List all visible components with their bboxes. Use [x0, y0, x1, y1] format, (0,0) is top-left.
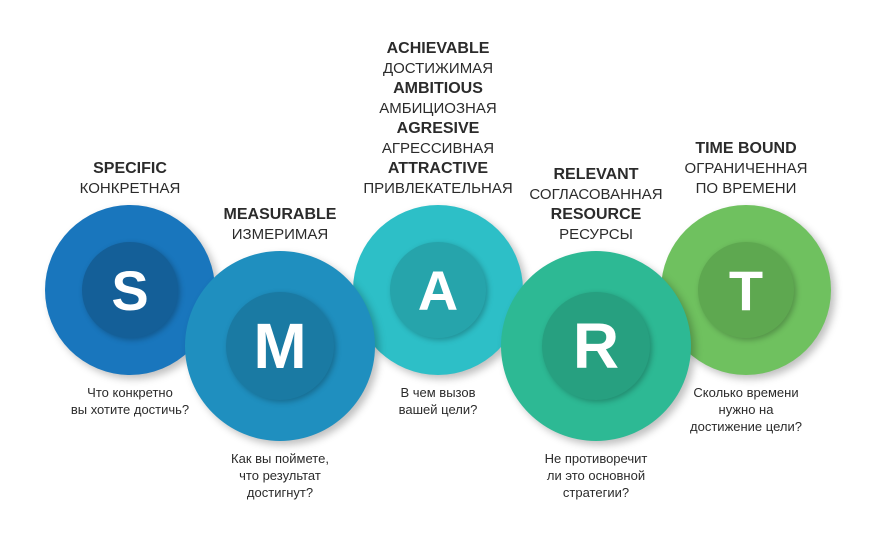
- node-letter: S: [111, 258, 148, 323]
- outer-circle: A: [353, 205, 523, 375]
- inner-circle: A: [390, 242, 486, 338]
- question-line: Не противоречит: [486, 451, 706, 468]
- node-letter: M: [253, 309, 306, 383]
- question-line: ли это основной: [486, 468, 706, 485]
- term-russian: КОНКРЕТНАЯ: [10, 179, 250, 199]
- smart-node-r: R: [501, 251, 691, 441]
- term-russian: ПО ВРЕМЕНИ: [626, 179, 866, 199]
- term-english: AMBITIOUS: [318, 79, 558, 99]
- question-line: стратегии?: [486, 485, 706, 502]
- terms-block: TIME BOUNDОГРАНИЧЕННАЯПО ВРЕМЕНИ: [626, 139, 866, 199]
- term-russian: ОГРАНИЧЕННАЯ: [626, 159, 866, 179]
- node-letter: R: [573, 309, 619, 383]
- inner-circle: T: [698, 242, 794, 338]
- question-block: Не противоречитли это основнойстратегии?: [486, 451, 706, 502]
- inner-circle: S: [82, 242, 178, 338]
- question-line: Как вы поймете,: [170, 451, 390, 468]
- term-russian: АГРЕССИВНАЯ: [318, 139, 558, 159]
- question-line: что результат: [170, 468, 390, 485]
- inner-circle: M: [226, 292, 334, 400]
- node-letter: T: [729, 258, 763, 323]
- smart-node-m: M: [185, 251, 375, 441]
- inner-circle: R: [542, 292, 650, 400]
- terms-block: SPECIFICКОНКРЕТНАЯ: [10, 159, 250, 199]
- term-russian: ДОСТИЖИМАЯ: [318, 59, 558, 79]
- term-russian: АМБИЦИОЗНАЯ: [318, 99, 558, 119]
- question-line: достигнут?: [170, 485, 390, 502]
- term-english: SPECIFIC: [10, 159, 250, 179]
- term-english: ACHIEVABLE: [318, 39, 558, 59]
- outer-circle: M: [185, 251, 375, 441]
- node-letter: A: [418, 258, 458, 323]
- question-block: Как вы поймете,что результатдостигнут?: [170, 451, 390, 502]
- term-english: AGRESIVE: [318, 119, 558, 139]
- term-english: TIME BOUND: [626, 139, 866, 159]
- smart-node-a: A: [353, 205, 523, 375]
- outer-circle: R: [501, 251, 691, 441]
